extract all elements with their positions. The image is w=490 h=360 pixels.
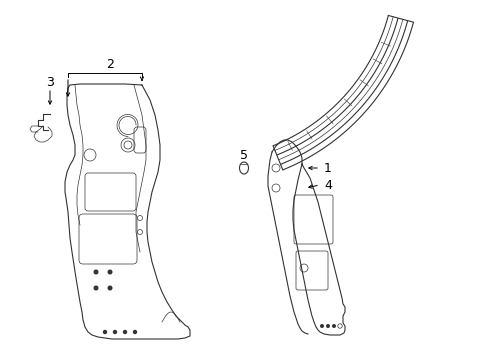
Circle shape: [320, 325, 323, 327]
Circle shape: [114, 330, 117, 333]
Circle shape: [103, 330, 106, 333]
Circle shape: [133, 330, 137, 333]
Circle shape: [327, 325, 329, 327]
Circle shape: [333, 325, 335, 327]
Text: 1: 1: [324, 162, 332, 175]
Circle shape: [94, 270, 98, 274]
Text: 5: 5: [240, 149, 248, 162]
Circle shape: [94, 286, 98, 290]
Circle shape: [108, 286, 112, 290]
Circle shape: [123, 330, 126, 333]
Text: 4: 4: [324, 179, 332, 192]
Text: 2: 2: [106, 58, 114, 72]
Text: 3: 3: [46, 76, 54, 89]
Circle shape: [108, 270, 112, 274]
